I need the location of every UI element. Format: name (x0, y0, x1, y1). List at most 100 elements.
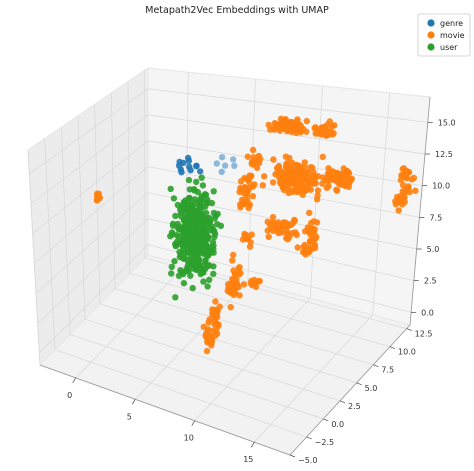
y-tick-label: 7.5 (381, 366, 394, 375)
legend-label-user: user (440, 43, 458, 52)
point-user (172, 294, 179, 301)
point-user (192, 255, 199, 263)
point-user (191, 196, 199, 203)
point-movie (334, 169, 341, 177)
point-movie (275, 224, 282, 231)
point-user (187, 272, 194, 279)
legend-marker-genre (427, 19, 435, 27)
point-movie (230, 267, 237, 274)
point-movie (319, 180, 326, 187)
point-user (182, 197, 189, 204)
point-movie (236, 188, 243, 195)
grid-line-z (39, 244, 149, 354)
x-tick-label: 10 (184, 434, 194, 443)
point-user (180, 280, 188, 287)
point-genre (185, 157, 193, 164)
point-user (183, 256, 191, 264)
y-tick-mark (323, 418, 329, 422)
grid-line-y (84, 318, 341, 402)
legend-entry-user: user (427, 43, 458, 52)
point-movie (277, 179, 284, 186)
grid-line-z (37, 218, 149, 324)
point-movie (249, 146, 257, 154)
x-tick-mark (131, 399, 136, 405)
point-movie (306, 209, 313, 216)
point-user (196, 243, 203, 250)
point-user (201, 191, 209, 198)
point-user (217, 222, 225, 229)
point-movie (294, 116, 301, 123)
point-movie (288, 128, 296, 136)
grid-line-z (147, 114, 426, 155)
point-user (185, 176, 193, 184)
point-movie (286, 221, 294, 229)
point-movie (237, 269, 244, 277)
point-movie (405, 183, 412, 190)
point-movie (225, 284, 232, 291)
series-movie (93, 115, 419, 355)
x-tick-mark (72, 377, 77, 384)
legend-marker-movie (427, 31, 435, 39)
grid-line-y (54, 349, 307, 438)
x-tick-label: 15 (243, 455, 253, 464)
point-user (186, 231, 193, 239)
point-user (207, 227, 214, 234)
grid-line-z (34, 166, 149, 264)
point-user (200, 278, 207, 285)
point-movie (248, 160, 255, 167)
point-movie (291, 180, 298, 188)
point-movie (282, 229, 289, 236)
grid-line-y (127, 81, 131, 274)
point-genre (180, 159, 187, 167)
x-tick-label: 0 (67, 391, 72, 400)
grid-line-y (69, 334, 324, 420)
legend-label-movie: movie (440, 31, 465, 40)
point-movie (278, 171, 285, 179)
grid-line-y (110, 93, 116, 289)
y-tick-label: 12.5 (415, 330, 433, 339)
point-movie (272, 171, 279, 178)
point-user (210, 242, 217, 249)
point-movie (289, 229, 296, 237)
point-genre-light (230, 156, 237, 163)
point-genre (193, 162, 200, 169)
point-movie (313, 196, 321, 203)
point-movie (304, 183, 311, 190)
point-movie (323, 184, 330, 191)
y-tick-mark (406, 328, 412, 331)
grid-line-y (77, 115, 86, 320)
point-movie (248, 231, 255, 238)
point-user (183, 249, 191, 256)
grid-line-z (35, 192, 149, 294)
point-user (202, 258, 209, 265)
x-tick-mark (250, 441, 255, 448)
point-movie (274, 165, 281, 172)
x-tick-label: 5 (127, 412, 132, 421)
point-genre-light (218, 154, 226, 161)
point-user (199, 265, 206, 272)
point-user (210, 188, 217, 195)
grid-line-z (32, 140, 149, 234)
series-genre (175, 154, 204, 176)
grid-line-y (99, 303, 357, 384)
point-movie (283, 235, 290, 242)
point-movie (410, 174, 418, 182)
point-movie (324, 121, 331, 128)
point-movie (96, 195, 103, 202)
legend: genre movie user (417, 13, 471, 57)
point-user (176, 248, 183, 256)
point-movie (294, 244, 301, 251)
point-user (208, 199, 216, 207)
grid-line-z (29, 88, 149, 175)
point-movie (305, 248, 312, 255)
y-tick-mark (356, 382, 362, 386)
point-movie (289, 188, 296, 196)
point-user (169, 222, 177, 229)
y-tick-mark (373, 364, 379, 368)
point-user (204, 283, 211, 290)
point-movie (330, 130, 337, 137)
point-movie (412, 187, 419, 194)
point-movie (240, 281, 248, 288)
point-movie (249, 183, 256, 190)
